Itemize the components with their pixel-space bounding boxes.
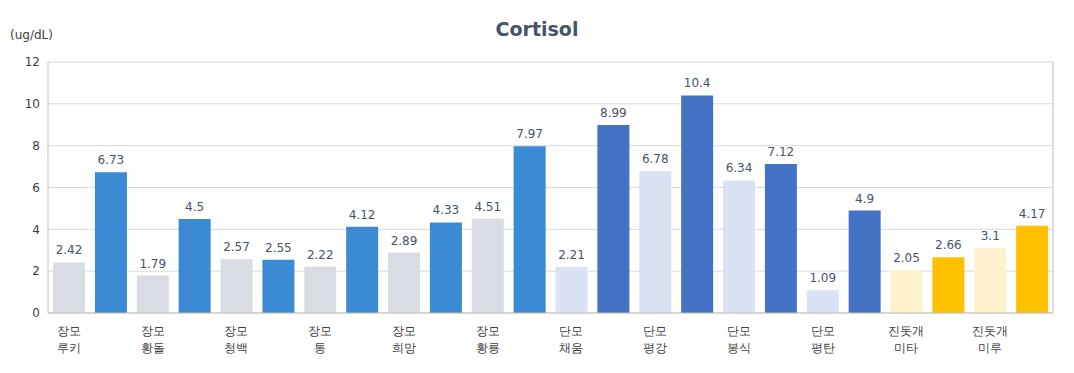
svg-text:3.1: 3.1: [981, 229, 1000, 243]
svg-text:장모황룡: 장모황룡: [476, 324, 500, 355]
svg-text:2.05: 2.05: [893, 251, 920, 265]
svg-text:단모채움: 단모채움: [559, 324, 583, 355]
svg-text:진돗개미루: 진돗개미루: [972, 324, 1008, 355]
html-text:(ug/dL): (ug/dL): [10, 28, 53, 42]
svg-text:장모황돌: 장모황돌: [141, 324, 165, 355]
svg-text:0: 0: [32, 306, 40, 320]
svg-text:2.22: 2.22: [307, 248, 334, 262]
svg-text:2.89: 2.89: [391, 234, 418, 248]
svg-text:장모희망: 장모희망: [392, 324, 416, 355]
svg-text:진돗개미타: 진돗개미타: [888, 324, 924, 355]
svg-text:4.9: 4.9: [855, 192, 874, 206]
svg-text:1.79: 1.79: [139, 257, 166, 271]
svg-text:12: 12: [25, 55, 40, 69]
svg-text:4.12: 4.12: [349, 208, 376, 222]
svg-text:장모청백: 장모청백: [224, 324, 248, 355]
svg-text:7.12: 7.12: [768, 145, 795, 159]
html-text:Cortisol: Cortisol: [495, 18, 579, 40]
svg-text:2.42: 2.42: [56, 243, 83, 257]
svg-text:2.57: 2.57: [223, 240, 250, 254]
svg-text:8: 8: [32, 139, 40, 153]
svg-text:4.51: 4.51: [474, 200, 501, 214]
svg-text:10: 10: [25, 97, 40, 111]
svg-text:2.55: 2.55: [265, 241, 292, 255]
svg-text:4.17: 4.17: [1019, 207, 1046, 221]
svg-text:단모봉식: 단모봉식: [727, 324, 751, 355]
svg-text:장모루키: 장모루키: [57, 324, 81, 355]
svg-text:2.66: 2.66: [935, 238, 962, 252]
svg-text:단모평강: 단모평강: [643, 324, 667, 355]
svg-text:10.4: 10.4: [684, 76, 711, 90]
svg-text:6.73: 6.73: [98, 153, 125, 167]
svg-text:6.34: 6.34: [726, 161, 753, 175]
svg-text:2: 2: [32, 264, 40, 278]
svg-text:4: 4: [32, 223, 40, 237]
svg-text:4.5: 4.5: [185, 200, 204, 214]
svg-text:6: 6: [32, 181, 40, 195]
svg-text:7.97: 7.97: [516, 127, 543, 141]
svg-text:장모통: 장모통: [308, 324, 332, 355]
svg-text:2.21: 2.21: [558, 248, 585, 262]
svg-text:4.33: 4.33: [433, 203, 460, 217]
svg-text:8.99: 8.99: [600, 106, 627, 120]
svg-text:6.78: 6.78: [642, 152, 669, 166]
svg-text:1.09: 1.09: [809, 271, 836, 285]
svg-text:단모평탄: 단모평탄: [811, 324, 835, 355]
